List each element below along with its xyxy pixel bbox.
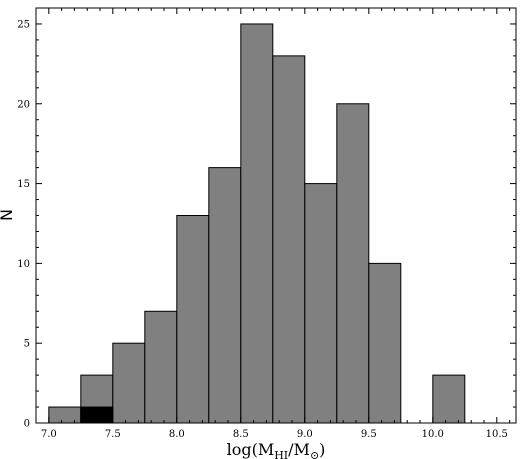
histogram-bar — [432, 374, 466, 424]
histogram-bar — [304, 183, 338, 424]
x-tick-label: 7.5 — [105, 429, 121, 440]
x-axis-label-subscript: HI — [274, 449, 288, 459]
histogram-bar — [80, 406, 114, 424]
histogram-bar — [336, 103, 370, 424]
y-tick-label: 20 — [17, 99, 30, 110]
y-tick-label: 15 — [17, 179, 30, 190]
bars-layer — [48, 23, 466, 424]
histogram-bar — [48, 406, 82, 424]
x-tick-label: 9.0 — [297, 429, 313, 440]
x-tick-label: 8.5 — [233, 429, 249, 440]
x-axis-label: log(MHI/M⊙) — [227, 440, 326, 459]
histogram-bar — [144, 310, 178, 424]
x-tick-label: 10.0 — [422, 429, 444, 440]
x-tick-label: 8.0 — [169, 429, 185, 440]
histogram-bar — [368, 262, 402, 424]
tick-labels-layer: 7.0 7.5 8.0 8.5 9.0 9.5 10.0 10.5 0 5 10 15 20 25 — [17, 19, 508, 440]
y-tick-label: 10 — [17, 259, 30, 270]
histogram-bar — [176, 215, 210, 424]
histogram-bar — [272, 55, 306, 424]
histogram-bar — [208, 167, 242, 424]
y-tick-label: 0 — [24, 419, 30, 430]
x-tick-label: 10.5 — [486, 429, 508, 440]
y-tick-label: 5 — [24, 339, 30, 350]
x-axis-label-symbol: ⊙ — [310, 449, 319, 459]
histogram-bar — [240, 23, 274, 424]
x-tick-label: 9.5 — [361, 429, 377, 440]
x-tick-label: 7.0 — [41, 429, 57, 440]
y-tick-label: 25 — [17, 19, 30, 30]
ticks-layer — [35, 7, 516, 424]
histogram-bar — [112, 342, 146, 424]
y-axis-label: N — [0, 209, 16, 221]
